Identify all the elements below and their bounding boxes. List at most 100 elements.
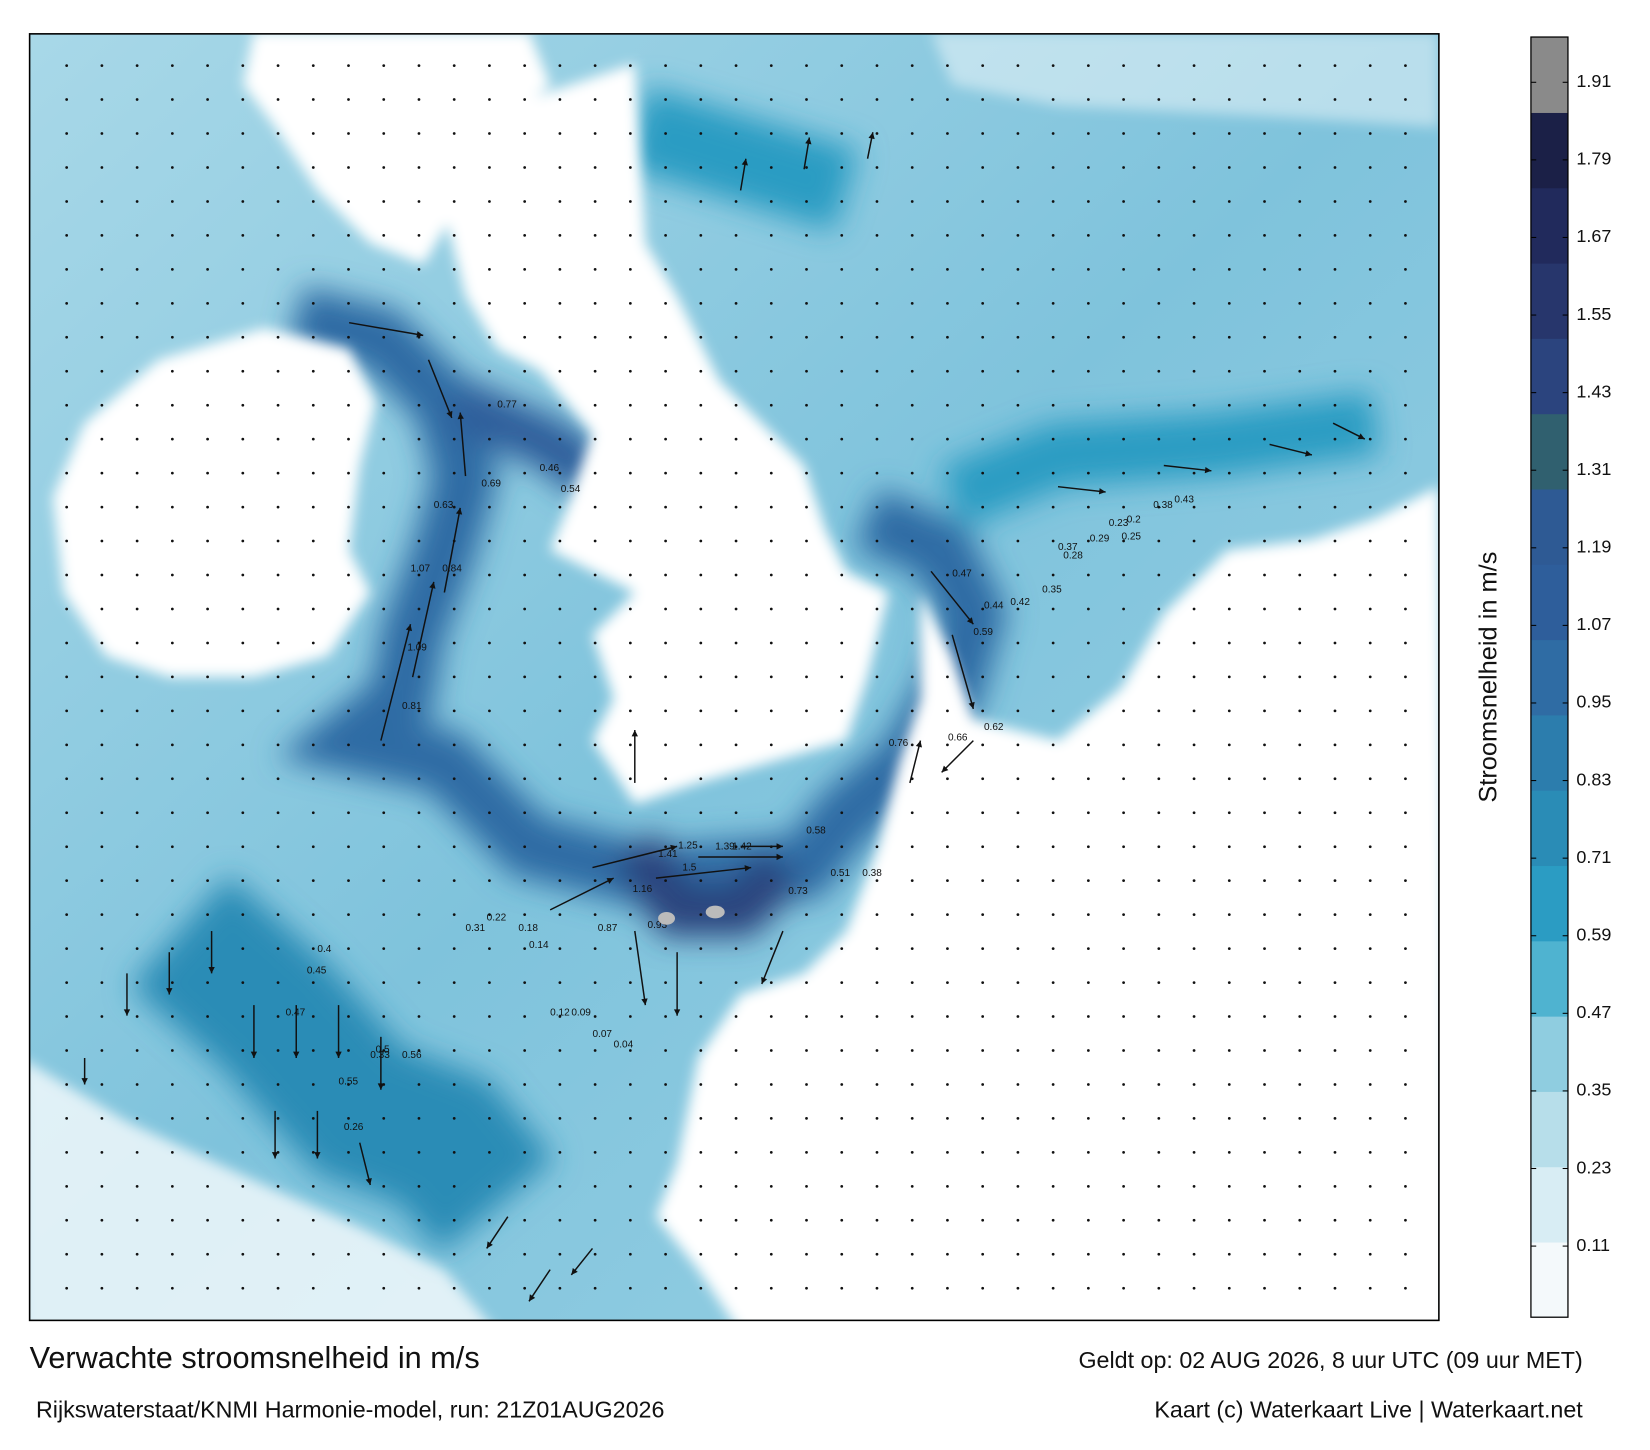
grid-dot — [1263, 777, 1266, 781]
grid-dot — [1086, 675, 1090, 679]
grid-dot — [347, 505, 350, 509]
grid-dot — [276, 879, 280, 883]
grid-dot — [347, 675, 350, 679]
grid-dot — [1298, 1083, 1302, 1086]
grid-dot — [1051, 1150, 1055, 1154]
grid-dot — [805, 811, 808, 815]
grid-dot — [875, 1184, 879, 1188]
grid-dot — [840, 675, 844, 679]
grid-dot — [946, 641, 949, 645]
grid-dot — [699, 675, 703, 679]
grid-dot — [1298, 641, 1302, 645]
grid-dot — [100, 1150, 104, 1154]
grid-dot — [65, 369, 69, 373]
grid-dot — [488, 1252, 491, 1256]
arrow-head — [571, 1267, 578, 1275]
grid-dot — [946, 539, 949, 543]
grid-dot — [840, 1117, 844, 1120]
grid-dot — [558, 335, 562, 339]
grid-dot — [558, 709, 562, 713]
grid-dot — [488, 335, 491, 339]
grid-dot — [1016, 1286, 1020, 1290]
grid-dot — [840, 132, 844, 135]
grid-dot — [1122, 709, 1125, 713]
grid-dot — [981, 234, 985, 237]
grid-dot — [1157, 369, 1161, 373]
grid-dot — [276, 811, 280, 815]
grid-dot — [558, 267, 562, 271]
grid-dot — [382, 1252, 386, 1256]
grid-dot — [1122, 1184, 1125, 1188]
current-label: 0.77 — [497, 399, 517, 410]
grid-dot — [910, 947, 914, 950]
grid-dot — [1368, 947, 1372, 950]
grid-dot — [1298, 1117, 1302, 1120]
grid-dot — [1016, 166, 1020, 169]
grid-dot — [840, 1252, 844, 1256]
grid-dot — [875, 403, 879, 407]
grid-dot — [241, 1218, 245, 1222]
grid-dot — [1227, 64, 1231, 67]
arrow-shaft — [634, 930, 647, 1006]
grid-dot — [241, 573, 245, 577]
grid-dot — [452, 471, 456, 475]
grid-dot — [1333, 709, 1337, 713]
grid-dot — [417, 845, 421, 849]
grid-dot — [100, 471, 104, 475]
grid-dot — [875, 166, 879, 169]
grid-dot — [1051, 200, 1055, 203]
grid-dot — [946, 437, 949, 441]
grid-dot — [664, 301, 667, 305]
grid-dot — [981, 1015, 985, 1018]
grid-dot — [1016, 1252, 1020, 1256]
arrow-shaft — [459, 412, 467, 477]
colorbar-band — [1530, 37, 1568, 113]
grid-dot — [699, 234, 703, 237]
grid-dot — [170, 1286, 174, 1290]
grid-dot — [664, 539, 667, 543]
grid-dot — [1404, 403, 1407, 407]
grid-dot — [805, 573, 808, 577]
grid-dot — [100, 1184, 104, 1188]
grid-dot — [1192, 879, 1196, 883]
current-label: 0.23 — [1109, 518, 1129, 529]
grid-dot — [1086, 403, 1090, 407]
grid-dot — [276, 539, 280, 543]
grid-dot — [1263, 845, 1266, 849]
grid-dot — [241, 505, 245, 509]
grid-dot — [1192, 335, 1196, 339]
grid-dot — [65, 166, 69, 169]
grid-dot — [1333, 1150, 1337, 1154]
colorbar-band — [1530, 1241, 1568, 1318]
grid-dot — [311, 471, 315, 475]
grid-dot — [276, 166, 280, 169]
grid-dot — [699, 132, 703, 135]
grid-dot — [1192, 1117, 1196, 1120]
grid-dot — [1051, 981, 1055, 984]
grid-dot — [664, 947, 667, 950]
grid-dot — [699, 1049, 703, 1052]
grid-dot — [135, 369, 139, 373]
grid-dot — [664, 1252, 667, 1256]
current-label: 1.39 — [715, 842, 735, 853]
grid-dot — [558, 675, 562, 679]
grid-dot — [1298, 1150, 1302, 1154]
arrow-head — [271, 1152, 279, 1159]
grid-dot — [452, 1015, 456, 1018]
grid-dot — [1016, 1049, 1020, 1052]
grid-dot — [593, 709, 597, 713]
grid-dot — [347, 1117, 350, 1120]
grid-dot — [311, 369, 315, 373]
grid-dot — [1086, 845, 1090, 849]
grid-dot — [1263, 267, 1266, 271]
grid-dot — [875, 437, 879, 441]
grid-dot — [946, 301, 949, 305]
grid-dot — [981, 335, 985, 339]
grid-dot — [1192, 403, 1196, 407]
grid-dot — [276, 777, 280, 781]
grid-dot — [558, 369, 562, 373]
grid-dot — [382, 369, 386, 373]
grid-dot — [1298, 132, 1302, 135]
grid-dot — [946, 1049, 949, 1052]
grid-dot — [347, 709, 350, 713]
